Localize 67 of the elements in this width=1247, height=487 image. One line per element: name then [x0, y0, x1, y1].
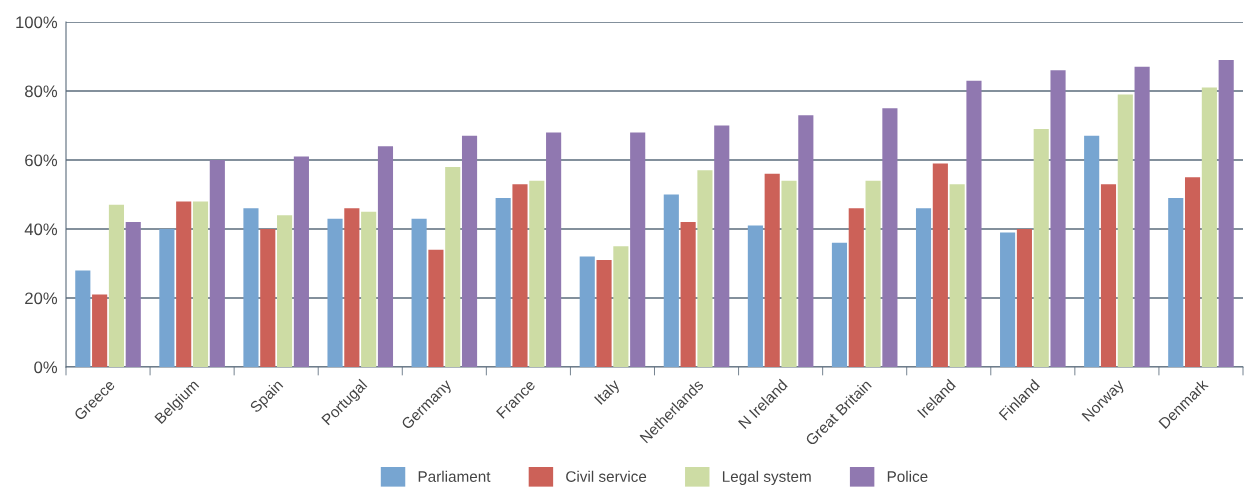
- bar: [781, 180, 797, 367]
- x-tick-label: Italy: [593, 378, 623, 407]
- bar: [461, 135, 478, 367]
- bar: [932, 163, 948, 367]
- bar: [1184, 177, 1201, 367]
- bar: [344, 208, 360, 367]
- bar: [966, 80, 982, 367]
- bar: [798, 115, 814, 367]
- legend-label: Civil service: [566, 470, 647, 482]
- bar: [159, 229, 175, 367]
- bar: [361, 211, 377, 367]
- y-tick-label: 100%: [16, 16, 58, 29]
- bar: [108, 204, 125, 367]
- y-tick-label: 20%: [25, 292, 58, 305]
- bar: [377, 146, 394, 367]
- bar: [529, 180, 545, 367]
- legend-label: Police: [887, 470, 928, 482]
- bar: [1084, 135, 1100, 367]
- bar: [495, 197, 511, 367]
- bar: [327, 218, 343, 367]
- bar: [949, 184, 965, 367]
- bar: [411, 218, 427, 367]
- bar: [630, 132, 646, 367]
- bar: [764, 173, 780, 367]
- bar: [915, 208, 932, 367]
- bar: [1000, 232, 1016, 367]
- bar: [1218, 59, 1234, 367]
- bar: [92, 294, 108, 367]
- y-tick-label: 40%: [24, 223, 58, 236]
- bar: [613, 246, 629, 367]
- legend-label: Parliament: [418, 470, 491, 482]
- bar: [209, 160, 225, 367]
- bar: [1033, 128, 1049, 367]
- bar: [831, 242, 848, 367]
- y-tick-label: 80%: [25, 85, 58, 98]
- bar: [176, 201, 192, 367]
- bar: [512, 184, 528, 367]
- bar: [663, 194, 679, 367]
- bar: [882, 108, 898, 367]
- bar: [1016, 229, 1032, 367]
- bar: [546, 132, 562, 367]
- bar: [277, 215, 293, 367]
- bar: [1168, 197, 1184, 367]
- legend-label: Legal system: [722, 470, 811, 485]
- bar: [865, 180, 881, 367]
- bar: [1201, 87, 1217, 367]
- bar: [1134, 66, 1150, 367]
- bar: [260, 229, 276, 367]
- bar: [680, 222, 696, 367]
- bar: [243, 208, 259, 367]
- y-tick-label: 0%: [34, 361, 58, 374]
- bar: [579, 256, 595, 367]
- bar: [697, 170, 713, 367]
- bar: [293, 156, 309, 367]
- bar: [428, 249, 444, 367]
- bar: [1050, 70, 1066, 367]
- bar: [848, 208, 864, 367]
- bar: [747, 225, 763, 367]
- bar: [192, 201, 209, 367]
- bar: [75, 270, 91, 367]
- bar: [445, 166, 461, 367]
- y-tick-label: 60%: [25, 154, 58, 167]
- bar: [125, 222, 141, 367]
- bar: [596, 260, 612, 367]
- bar: [714, 125, 730, 367]
- bar: [1100, 184, 1117, 367]
- bar: [1117, 94, 1133, 367]
